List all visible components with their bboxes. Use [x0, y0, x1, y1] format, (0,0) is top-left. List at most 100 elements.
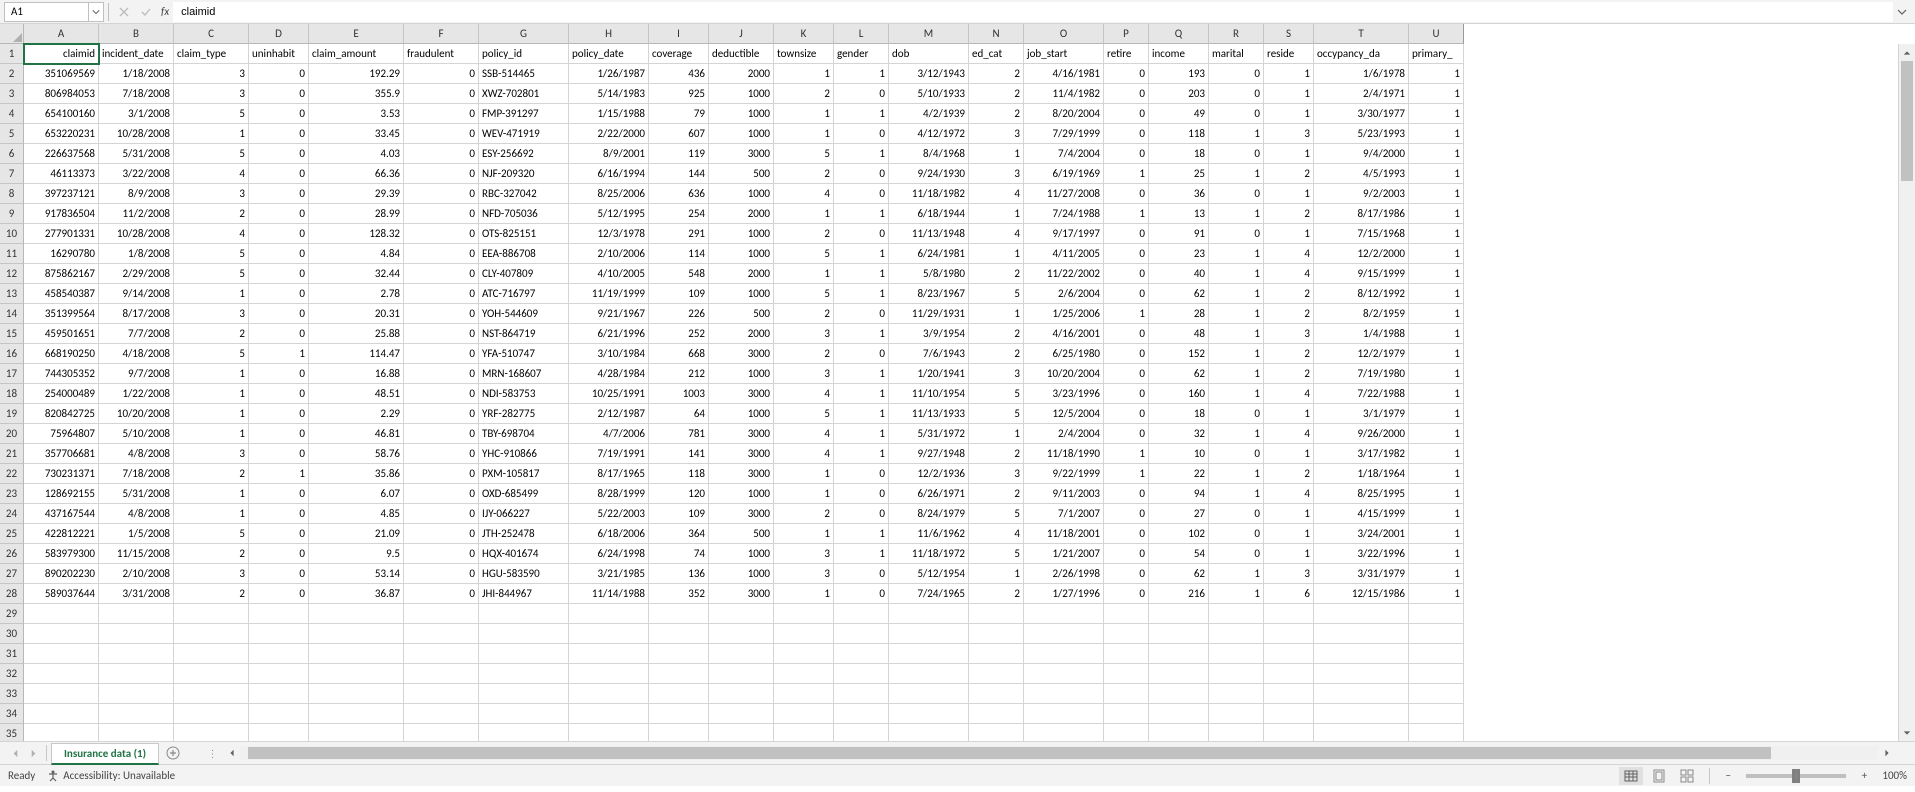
- cell[interactable]: [834, 684, 889, 704]
- cell[interactable]: 1: [1409, 504, 1464, 524]
- cell[interactable]: 1: [834, 524, 889, 544]
- cell[interactable]: 3/24/2001: [1314, 524, 1409, 544]
- cell[interactable]: [889, 624, 969, 644]
- cell[interactable]: 114: [649, 244, 709, 264]
- cell[interactable]: 1: [834, 444, 889, 464]
- cell[interactable]: 1/18/2008: [99, 64, 174, 84]
- row-header[interactable]: 5: [0, 124, 24, 144]
- cell[interactable]: 8/9/2008: [99, 184, 174, 204]
- cell[interactable]: 1/22/2008: [99, 384, 174, 404]
- cell[interactable]: 7/29/1999: [1024, 124, 1104, 144]
- cell[interactable]: 0: [1104, 244, 1149, 264]
- cell[interactable]: 192.29: [309, 64, 404, 84]
- cell[interactable]: 3: [174, 84, 249, 104]
- row-header[interactable]: 32: [0, 664, 24, 684]
- cell[interactable]: 48: [1149, 324, 1209, 344]
- cell[interactable]: [1264, 684, 1314, 704]
- cell[interactable]: 0: [834, 564, 889, 584]
- cell[interactable]: 4.85: [309, 504, 404, 524]
- cell[interactable]: 781: [649, 424, 709, 444]
- cell[interactable]: income: [1149, 44, 1209, 64]
- cell[interactable]: 500: [709, 524, 774, 544]
- cell[interactable]: policy_id: [479, 44, 569, 64]
- cell[interactable]: 2/6/2004: [1024, 284, 1104, 304]
- cell[interactable]: 5: [969, 384, 1024, 404]
- cell[interactable]: 152: [1149, 344, 1209, 364]
- cell[interactable]: 6/24/1998: [569, 544, 649, 564]
- cell[interactable]: [1104, 704, 1149, 724]
- cell[interactable]: 0: [1104, 84, 1149, 104]
- cell[interactable]: 3: [174, 184, 249, 204]
- cell[interactable]: 0: [1104, 564, 1149, 584]
- cell[interactable]: 459501651: [24, 324, 99, 344]
- cell[interactable]: 11/6/1962: [889, 524, 969, 544]
- cell[interactable]: 4/15/1999: [1314, 504, 1409, 524]
- cell[interactable]: 4/28/1984: [569, 364, 649, 384]
- next-sheet-button[interactable]: [25, 745, 41, 761]
- cell[interactable]: 1: [1409, 204, 1464, 224]
- cell[interactable]: 1: [1409, 164, 1464, 184]
- cell[interactable]: 12/2/2000: [1314, 244, 1409, 264]
- cell[interactable]: 1/27/1996: [1024, 584, 1104, 604]
- cell[interactable]: 3: [969, 464, 1024, 484]
- zoom-in-button[interactable]: +: [1856, 768, 1872, 784]
- cell[interactable]: 3/1/1979: [1314, 404, 1409, 424]
- cell[interactable]: [404, 624, 479, 644]
- cell[interactable]: 10/28/2008: [99, 224, 174, 244]
- cell[interactable]: 0: [249, 484, 309, 504]
- cell[interactable]: [889, 704, 969, 724]
- cell[interactable]: 1: [1209, 204, 1264, 224]
- cell[interactable]: [774, 644, 834, 664]
- cell[interactable]: 0: [1209, 144, 1264, 164]
- cell[interactable]: [309, 624, 404, 644]
- cell[interactable]: [709, 644, 774, 664]
- cell[interactable]: 144: [649, 164, 709, 184]
- cell[interactable]: 3: [1264, 124, 1314, 144]
- cell[interactable]: 875862167: [24, 264, 99, 284]
- cell[interactable]: [969, 704, 1024, 724]
- cell[interactable]: 9/15/1999: [1314, 264, 1409, 284]
- cell[interactable]: 11/18/2001: [1024, 524, 1104, 544]
- cell[interactable]: [1264, 724, 1314, 741]
- cell[interactable]: 94: [1149, 484, 1209, 504]
- zoom-slider-thumb[interactable]: [1792, 769, 1800, 783]
- cell[interactable]: [309, 684, 404, 704]
- cell[interactable]: 0: [1209, 444, 1264, 464]
- cell[interactable]: [1264, 624, 1314, 644]
- row-header[interactable]: 12: [0, 264, 24, 284]
- cell[interactable]: 0: [249, 104, 309, 124]
- cell[interactable]: 0: [404, 364, 479, 384]
- cell[interactable]: [569, 724, 649, 741]
- cell[interactable]: [479, 684, 569, 704]
- cell[interactable]: 0: [404, 304, 479, 324]
- cell[interactable]: 0: [404, 204, 479, 224]
- cell[interactable]: 2: [969, 344, 1024, 364]
- cell[interactable]: 355.9: [309, 84, 404, 104]
- cell[interactable]: [479, 664, 569, 684]
- cell[interactable]: 1: [1264, 224, 1314, 244]
- cell[interactable]: 2/12/1987: [569, 404, 649, 424]
- cell[interactable]: 1: [1409, 464, 1464, 484]
- cell[interactable]: [249, 624, 309, 644]
- cell[interactable]: 2: [969, 484, 1024, 504]
- cell[interactable]: 0: [404, 244, 479, 264]
- cell[interactable]: 22: [1149, 464, 1209, 484]
- cell[interactable]: 0: [404, 384, 479, 404]
- cell[interactable]: 1: [1409, 564, 1464, 584]
- cell[interactable]: 1: [969, 244, 1024, 264]
- cell[interactable]: [1209, 644, 1264, 664]
- cell[interactable]: 5/31/1972: [889, 424, 969, 444]
- scroll-right-button[interactable]: [1878, 746, 1895, 760]
- cell[interactable]: [834, 624, 889, 644]
- cell[interactable]: ESY-256692: [479, 144, 569, 164]
- cell[interactable]: coverage: [649, 44, 709, 64]
- cell[interactable]: [1209, 664, 1264, 684]
- cell[interactable]: 5/12/1954: [889, 564, 969, 584]
- cell[interactable]: [569, 664, 649, 684]
- cell[interactable]: 0: [249, 164, 309, 184]
- cell[interactable]: 1: [1409, 124, 1464, 144]
- cell[interactable]: 0: [1104, 104, 1149, 124]
- cell[interactable]: 422812221: [24, 524, 99, 544]
- cell[interactable]: 2: [969, 64, 1024, 84]
- cell[interactable]: 8/25/1995: [1314, 484, 1409, 504]
